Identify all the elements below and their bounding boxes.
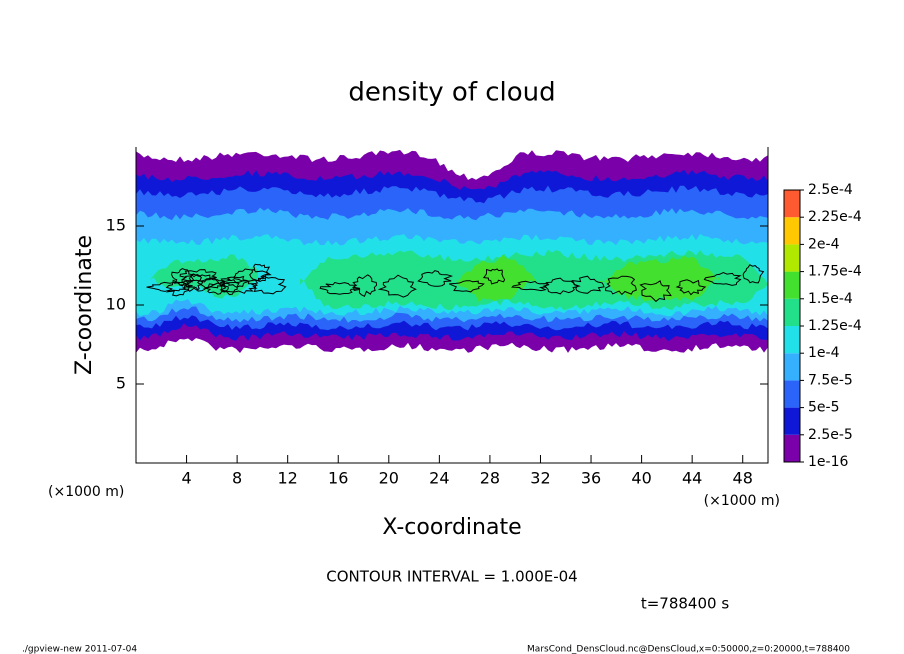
y-tick-label: 5 — [116, 374, 126, 393]
x-tick-label: 24 — [429, 469, 449, 488]
colorbar-segment — [784, 298, 800, 326]
filled-region — [455, 255, 535, 303]
colorbar-label: 2.25e-4 — [808, 209, 862, 225]
contour-line — [571, 275, 605, 294]
colorbar-label: 1e-4 — [808, 345, 840, 361]
x-tick-label: 8 — [232, 469, 242, 488]
x-unit-label: (×1000 m) — [704, 493, 780, 509]
contour-line — [181, 273, 204, 292]
x-axis-label: X-coordinate — [382, 515, 521, 540]
contour-line — [179, 269, 217, 283]
x-tick-label: 36 — [581, 469, 601, 488]
y-tick-label: 10 — [106, 295, 126, 314]
colorbar-segment — [784, 244, 800, 272]
contour-line — [542, 277, 581, 295]
colorbar-segment — [784, 326, 800, 354]
contour-line — [319, 281, 361, 295]
colorbar-label: 2.5e-4 — [808, 182, 853, 198]
colorbar-label: 1.25e-4 — [808, 318, 862, 334]
x-tick-label: 20 — [379, 469, 399, 488]
colorbar-label: 7.5e-5 — [808, 372, 853, 388]
x-tick-label: 32 — [530, 469, 550, 488]
y-axis-label: Z-coordinate — [72, 235, 97, 375]
contour-line — [511, 280, 549, 292]
contour-line — [482, 268, 506, 285]
contour-line — [165, 279, 190, 297]
chart-title: density of cloud — [348, 78, 555, 108]
x-tick-label: 12 — [278, 469, 298, 488]
colorbar-segment — [784, 353, 800, 381]
x-unit-label: (×1000 m) — [48, 484, 124, 500]
contour-line — [171, 268, 195, 287]
colorbar-segment — [784, 434, 800, 462]
colorbar-label: 2e-4 — [808, 236, 840, 252]
x-tick-label: 4 — [181, 469, 191, 488]
contour-line — [417, 270, 454, 287]
contour-line — [223, 275, 250, 288]
colorbar-segment — [784, 407, 800, 435]
time-label: t=788400 s — [641, 595, 729, 613]
contour-line — [639, 280, 672, 303]
colorbar-label: 1e-16 — [808, 454, 848, 470]
x-tick-label: 44 — [682, 469, 702, 488]
x-tick-label: 16 — [328, 469, 348, 488]
colorbar-label: 2.5e-5 — [808, 427, 853, 443]
contour-line — [196, 277, 226, 289]
footer-left: ./gpview-new 2011-07-04 — [22, 645, 137, 654]
contour-line — [742, 264, 765, 284]
contour-line — [250, 275, 287, 295]
contour-line — [605, 275, 637, 296]
contour-line — [377, 274, 417, 298]
contour-line — [249, 263, 272, 282]
colorbar-segment — [784, 380, 800, 408]
footer-right: MarsCond_DensCloud.nc@DensCloud,x=0:5000… — [527, 645, 850, 654]
colorbar-segment — [784, 190, 800, 218]
contour-line — [352, 274, 378, 297]
colorbar-segment — [784, 271, 800, 299]
y-tick-label: 15 — [106, 216, 126, 235]
contour-line — [449, 280, 485, 293]
x-tick-label: 28 — [480, 469, 500, 488]
x-tick-label: 40 — [631, 469, 651, 488]
contour-line — [703, 271, 742, 286]
x-tick-label: 48 — [733, 469, 753, 488]
contour-line — [675, 279, 707, 296]
filled-region — [600, 255, 720, 302]
colorbar-label: 5e-5 — [808, 400, 839, 416]
colorbar-label: 1.75e-4 — [808, 264, 862, 280]
contour-note: CONTOUR INTERVAL = 1.000E-04 — [326, 568, 577, 586]
colorbar-label: 1.5e-4 — [808, 291, 853, 307]
filled-region — [150, 254, 258, 299]
colorbar-segment — [784, 217, 800, 245]
